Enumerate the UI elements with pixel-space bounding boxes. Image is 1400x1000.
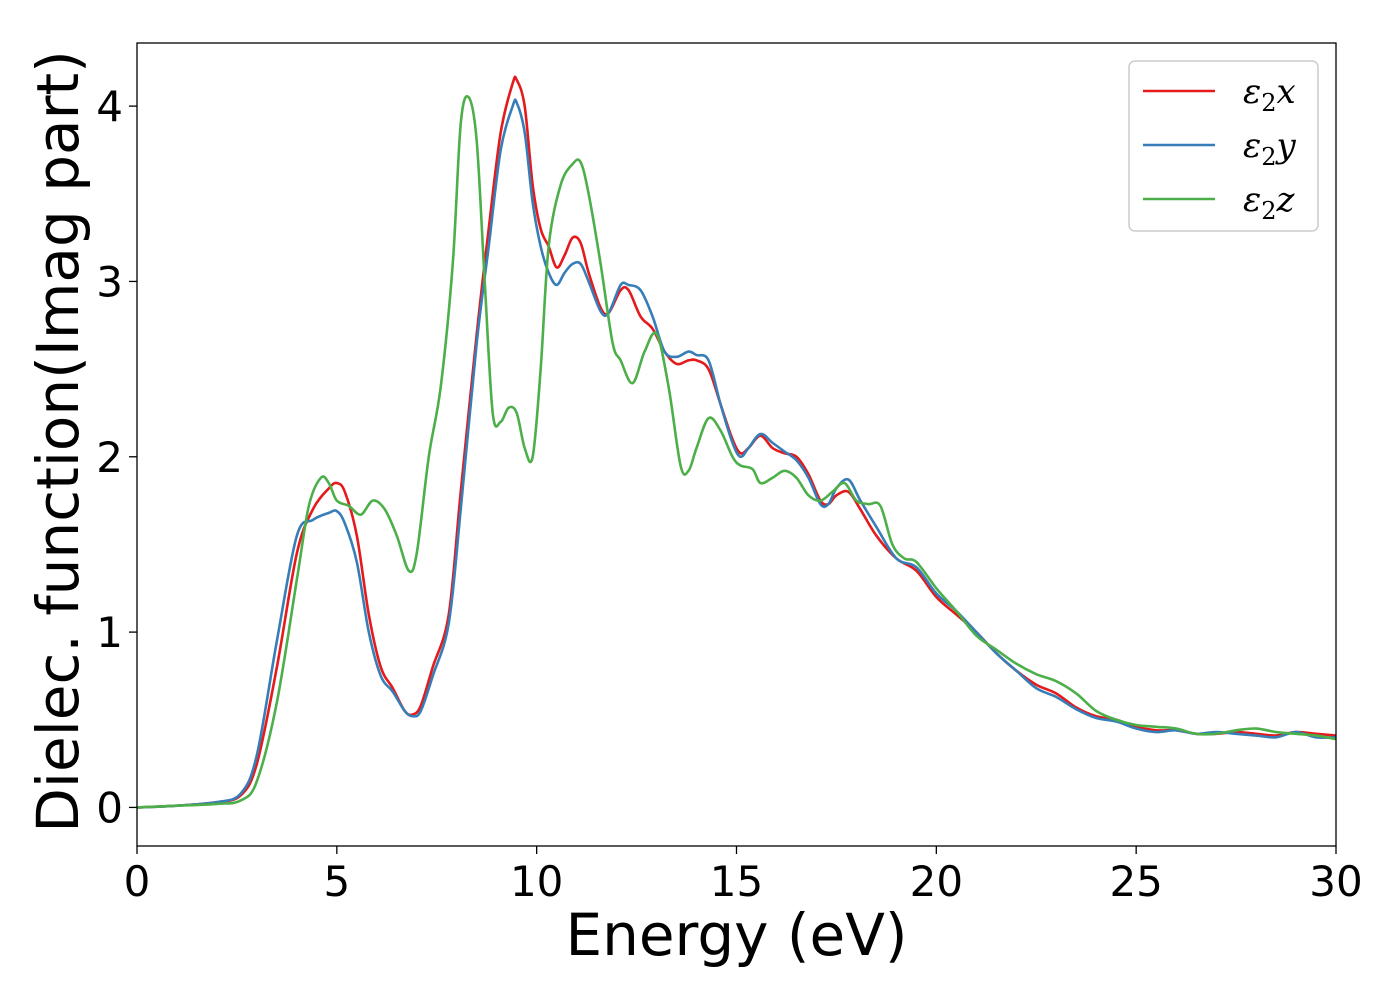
- y-tick-label: 0: [96, 783, 123, 832]
- y-tick-label: 3: [96, 257, 123, 306]
- x-tick-label: 25: [1109, 857, 1162, 906]
- x-tick-label: 0: [124, 857, 151, 906]
- x-tick-label: 20: [910, 857, 963, 906]
- x-tick-label: 10: [510, 857, 563, 906]
- legend-box: [1128, 60, 1319, 232]
- y-tick-label: 2: [96, 433, 123, 482]
- x-axis-ticks: 0 5 10 15 20 25 30: [124, 846, 1363, 906]
- series-line-z: [137, 95, 1336, 809]
- legend-label-x: ε2x: [1243, 72, 1296, 117]
- y-tick-label: 4: [96, 82, 123, 131]
- y-tick-label: 1: [96, 608, 123, 657]
- x-tick-label: 5: [323, 857, 350, 906]
- legend-label-y: ε2y: [1243, 126, 1297, 171]
- legend-label-z: ε2z: [1243, 180, 1296, 225]
- y-axis-label: Dielec. function(Imag part): [24, 50, 92, 833]
- x-tick-label: 30: [1309, 857, 1362, 906]
- y-axis-ticks: 0 1 2 3 4: [96, 82, 137, 832]
- series-group: [137, 75, 1336, 809]
- x-axis-label: Energy (eV): [565, 901, 907, 969]
- legend: ε2x ε2y ε2z: [1128, 60, 1319, 232]
- x-tick-label: 15: [710, 857, 763, 906]
